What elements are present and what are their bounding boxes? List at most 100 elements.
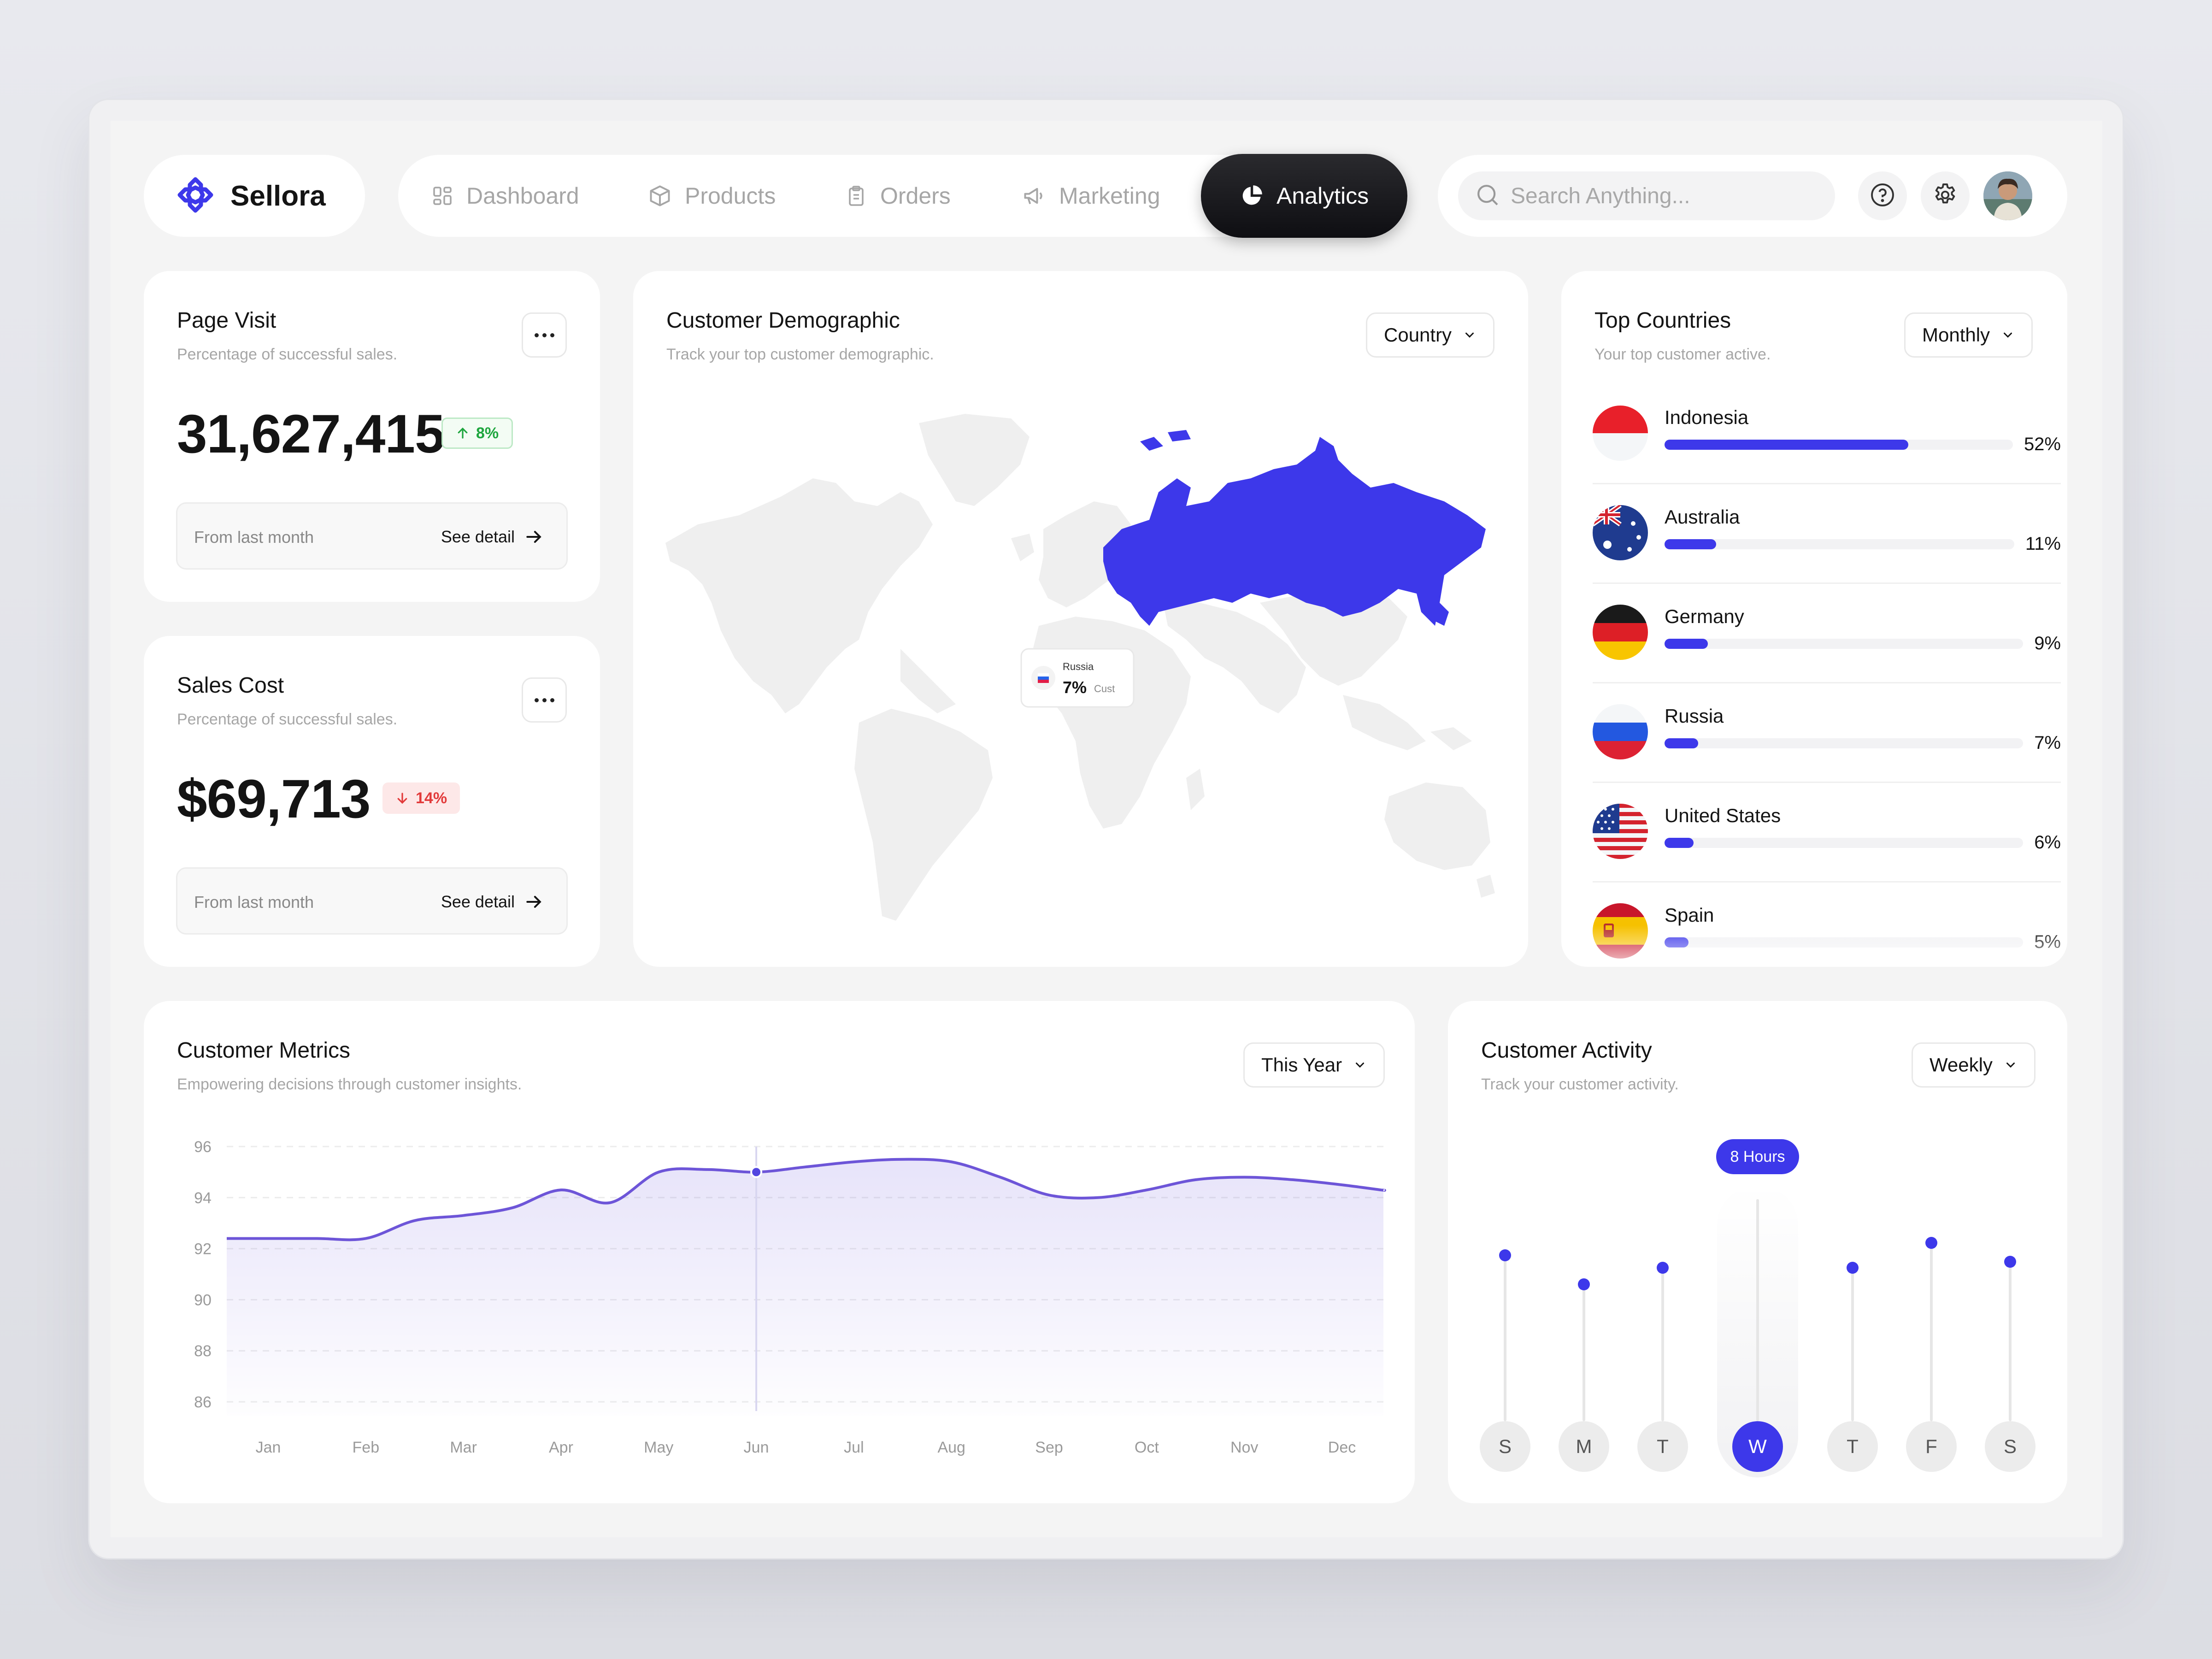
germany-flag-icon [1593, 605, 1648, 660]
main-nav: Dashboard Products Orders Marketing Anal… [398, 154, 1408, 238]
activity-point[interactable] [1657, 1262, 1669, 1274]
country-percent: 6% [2034, 832, 2061, 853]
divider [1593, 682, 2061, 683]
progress-track [1665, 738, 2023, 748]
customer-metrics-chart[interactable]: 96 94 92 90 88 86 Jan Feb Mar Apr May Jun Jul Aug Sep… [144, 1001, 1415, 1503]
page-visit-card: Page Visit Percentage of successful sale… [144, 271, 600, 602]
card-subtitle: Percentage of successful sales. [177, 711, 398, 728]
see-detail-link[interactable]: See detail [441, 527, 544, 547]
progress-fill [1665, 440, 1908, 450]
usa-flag-icon [1593, 804, 1648, 859]
activity-stem [1756, 1199, 1759, 1421]
arrow-up-icon [456, 426, 470, 440]
x-tick-label: May [644, 1439, 673, 1456]
see-detail-link[interactable]: See detail [441, 892, 544, 912]
nav-item-analytics[interactable]: Analytics [1201, 154, 1408, 238]
country-row-indonesia[interactable]: Indonesia 52% [1593, 395, 2061, 495]
avatar[interactable] [1983, 171, 2032, 220]
search-input[interactable] [1511, 183, 1815, 209]
nav-label: Analytics [1277, 183, 1369, 209]
x-tick-label: Sep [1035, 1439, 1063, 1456]
period-filter-dropdown[interactable]: Monthly [1904, 312, 2033, 358]
card-title: Customer Metrics [177, 1038, 351, 1063]
series-area [227, 1159, 1385, 1416]
card-title: Sales Cost [177, 673, 284, 698]
day-button[interactable]: S [1985, 1421, 2036, 1472]
country-percent: 9% [2034, 633, 2061, 653]
scroll-fade [1561, 925, 2067, 967]
grid-icon [431, 185, 453, 207]
activity-point[interactable] [2004, 1255, 2016, 1268]
x-tick-label: Aug [937, 1439, 965, 1456]
day-button[interactable]: W [1732, 1421, 1783, 1472]
country-filter-dropdown[interactable]: Country [1366, 312, 1495, 358]
day-button[interactable]: F [1906, 1421, 1957, 1472]
day-button[interactable]: T [1827, 1421, 1878, 1472]
tooltip-unit: Cust [1094, 683, 1115, 694]
country-row-australia[interactable]: Australia 11% [1593, 495, 2061, 594]
activity-point[interactable] [1578, 1278, 1590, 1291]
nav-item-orders[interactable]: Orders [845, 155, 951, 237]
y-tick-label: 90 [194, 1291, 212, 1309]
progress-track [1665, 440, 2013, 450]
nav-item-products[interactable]: Products [648, 155, 776, 237]
country-name: United States [1665, 805, 1781, 826]
day-button[interactable]: S [1480, 1421, 1530, 1472]
activity-stem [1851, 1268, 1854, 1421]
search-icon [1475, 182, 1500, 210]
country-percent: 7% [2034, 733, 2061, 753]
y-tick-label: 96 [194, 1138, 212, 1156]
country-name: Australia [1665, 506, 1740, 528]
country-row-russia[interactable]: Russia 7% [1593, 694, 2061, 794]
world-map[interactable]: Russia 7% Cust [661, 409, 1504, 953]
country-row-united-states[interactable]: United States 6% [1593, 794, 2061, 893]
activity-point[interactable] [1925, 1236, 1937, 1249]
y-tick-label: 94 [194, 1189, 212, 1207]
divider [1593, 881, 2061, 882]
divider [1593, 582, 2061, 584]
toolbar [1438, 155, 2067, 237]
clipboard-icon [845, 185, 867, 207]
x-tick-label: Apr [549, 1439, 573, 1456]
progress-fill [1665, 838, 1694, 848]
card-title: Customer Activity [1481, 1038, 1652, 1063]
activity-point[interactable] [1847, 1262, 1859, 1274]
arrow-right-icon [524, 892, 544, 912]
year-filter-dropdown[interactable]: This Year [1243, 1042, 1385, 1088]
activity-stem [1504, 1255, 1506, 1421]
nav-item-dashboard[interactable]: Dashboard [431, 155, 579, 237]
customer-activity-card: Customer Activity Track your customer ac… [1448, 1001, 2067, 1503]
help-button[interactable] [1858, 171, 1907, 220]
russia-flag-icon [1593, 704, 1648, 759]
day-button[interactable]: T [1637, 1421, 1688, 1472]
megaphone-icon [1022, 184, 1046, 208]
more-dots-icon [534, 698, 539, 702]
nav-item-marketing[interactable]: Marketing [1022, 155, 1160, 237]
search-box[interactable] [1458, 171, 1835, 220]
progress-track [1665, 838, 2023, 848]
more-button[interactable] [522, 312, 567, 358]
day-button[interactable]: M [1559, 1421, 1609, 1472]
more-button[interactable] [522, 677, 567, 723]
x-tick-label: Oct [1135, 1439, 1159, 1456]
chevron-down-icon [1353, 1058, 1367, 1072]
australia-flag-icon [1593, 505, 1648, 560]
x-tick-label: Mar [450, 1439, 477, 1456]
help-icon [1869, 182, 1896, 211]
card-title: Customer Demographic [666, 308, 900, 333]
arrow-right-icon [524, 527, 544, 547]
brand-logo[interactable]: Sellora [144, 155, 365, 237]
sales-cost-value: $69,713 [177, 769, 371, 830]
activity-point[interactable] [1499, 1249, 1511, 1262]
pie-chart-icon [1240, 184, 1264, 208]
week-filter-dropdown[interactable]: Weekly [1912, 1042, 2036, 1088]
brand-name: Sellora [230, 180, 326, 212]
country-name: Russia [1665, 705, 1724, 727]
activity-stem [1583, 1284, 1585, 1421]
highlight-point[interactable] [750, 1166, 763, 1178]
customer-demographic-card: Customer Demographic Track your top cust… [633, 271, 1528, 967]
settings-button[interactable] [1921, 171, 1970, 220]
card-subtitle: Your top customer active. [1594, 346, 1771, 363]
map-region-russia[interactable] [1103, 430, 1486, 626]
country-row-germany[interactable]: Germany 9% [1593, 594, 2061, 694]
